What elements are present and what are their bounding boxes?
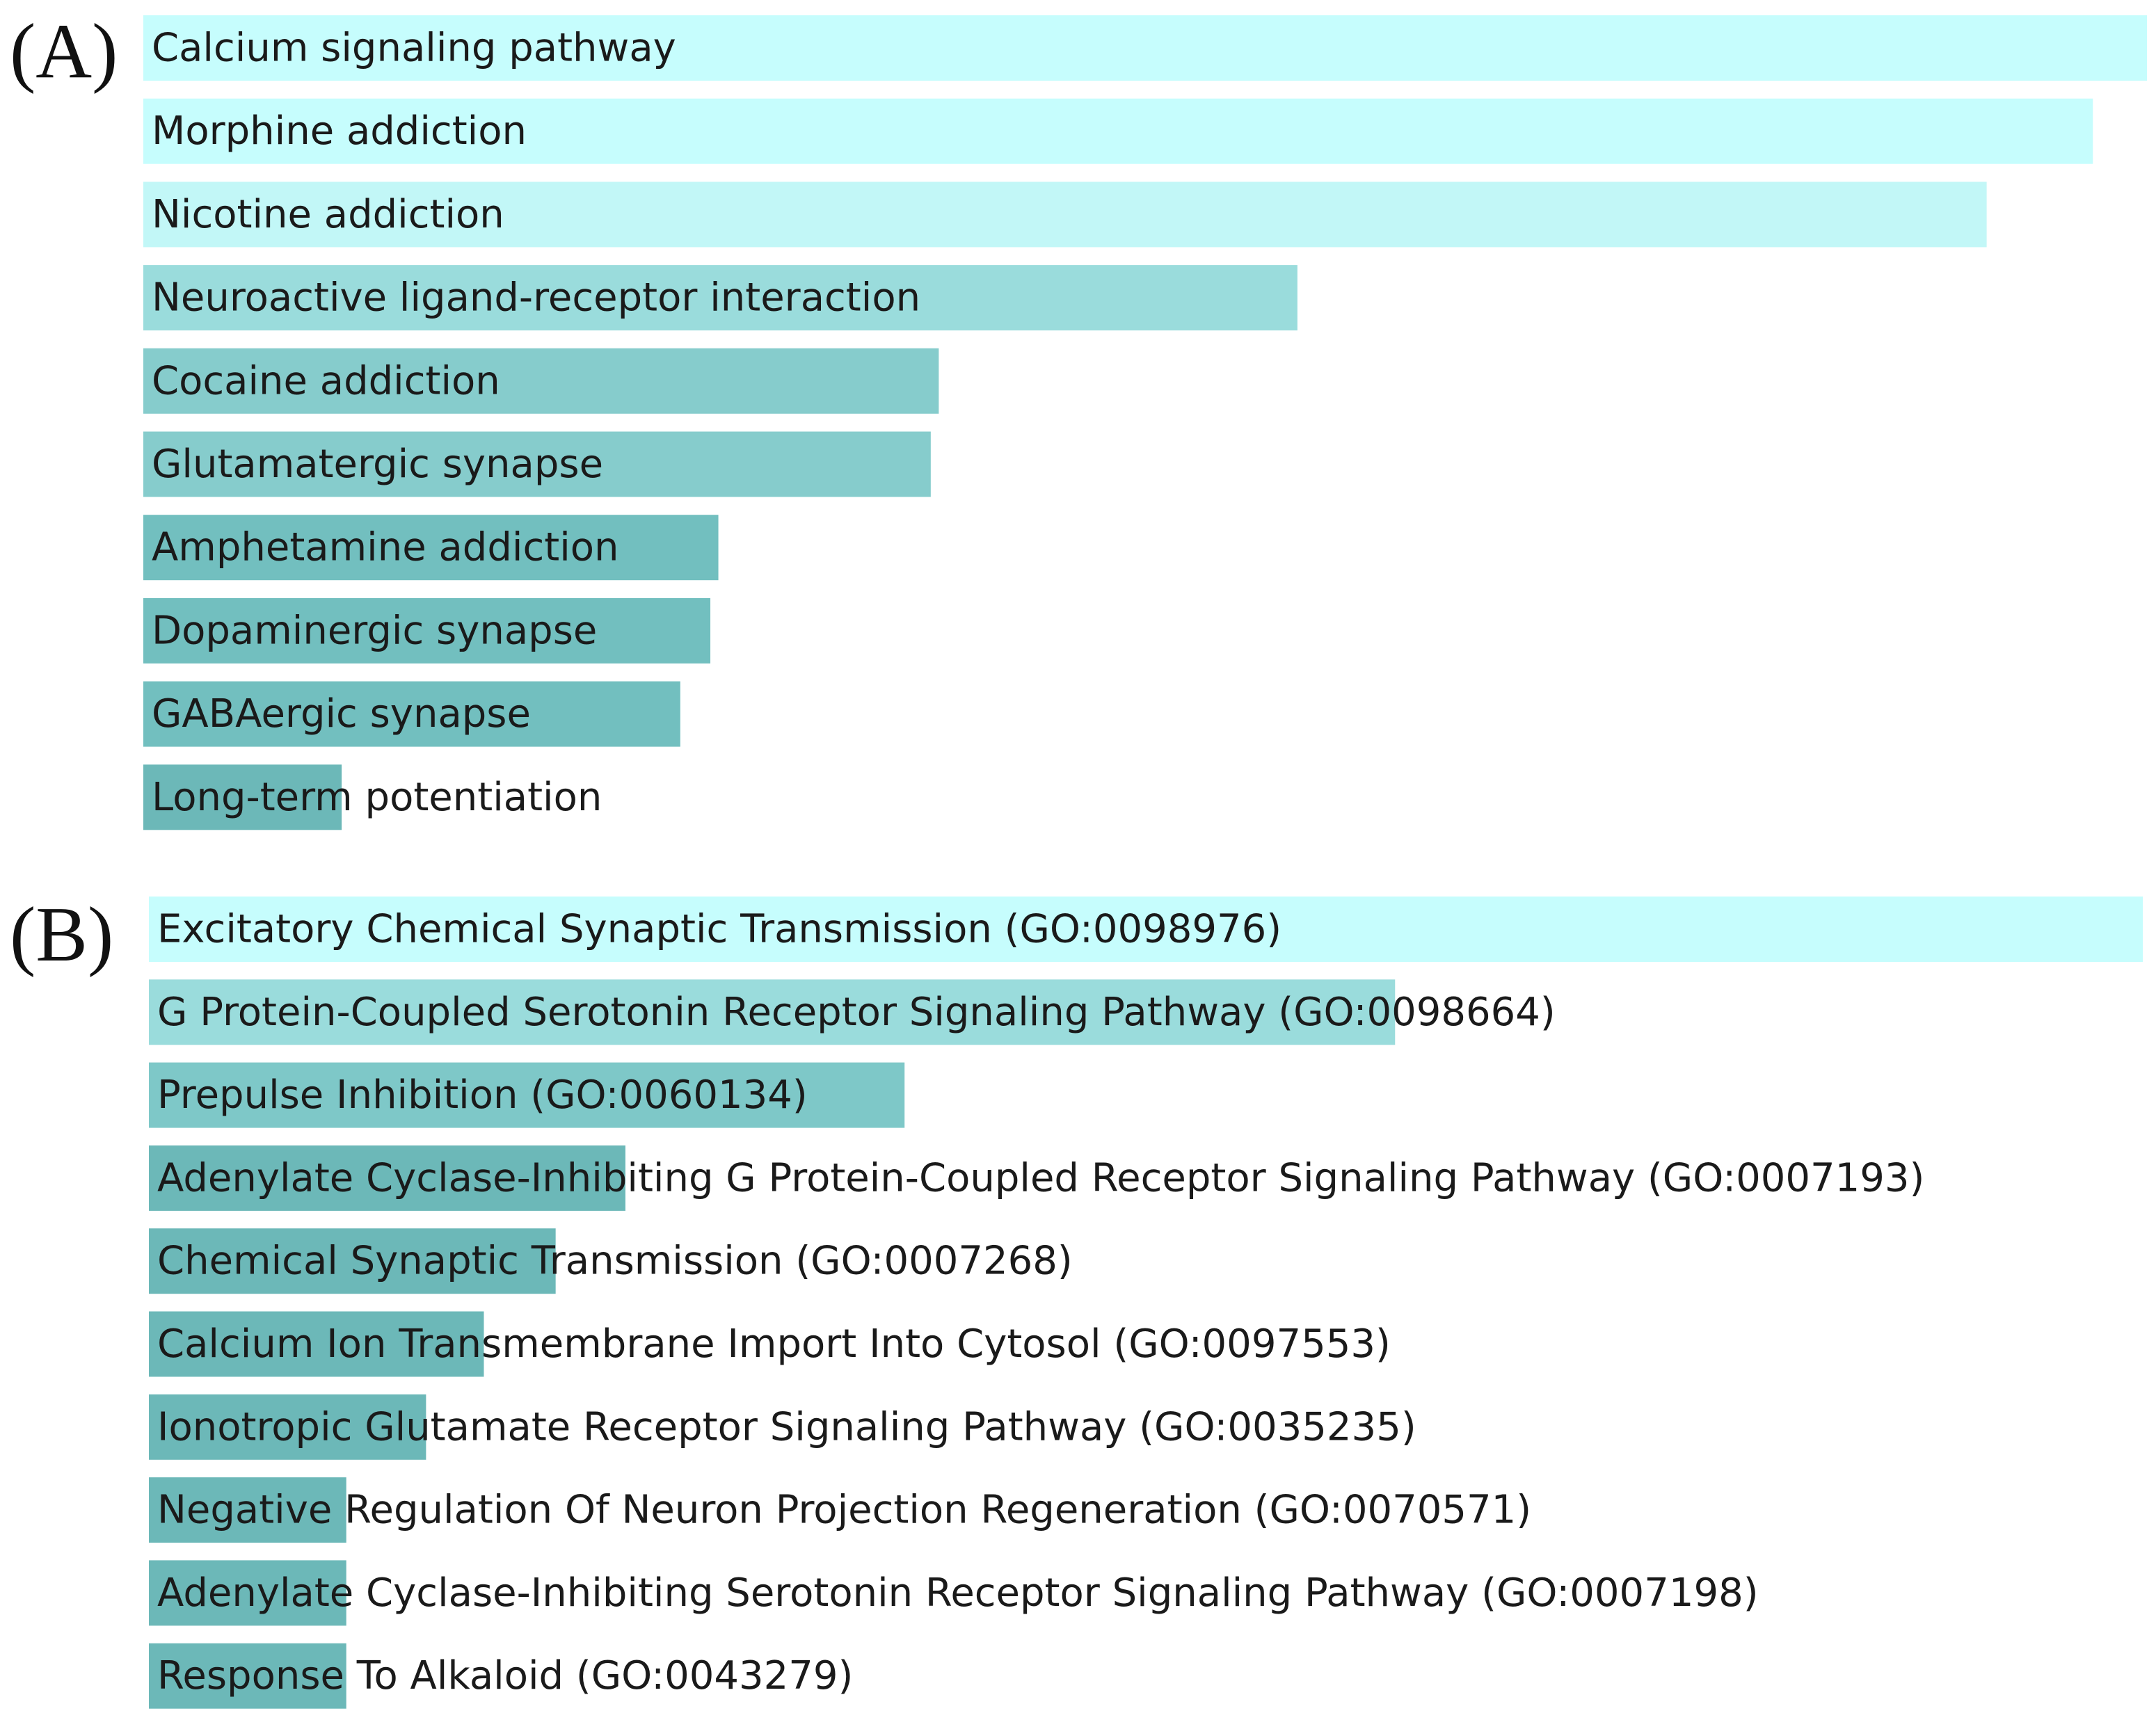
bar-label-a-7: Amphetamine addiction (152, 525, 619, 570)
bar-label-b-5: Chemical Synaptic Transmission (GO:00072… (157, 1239, 1073, 1284)
bar-a-4 (143, 265, 1297, 331)
bar-label-a-1: Calcium signaling pathway (152, 26, 676, 71)
bar-label-b-10: Response To Alkaloid (GO:0043279) (157, 1653, 853, 1698)
bar-label-b-6: Calcium Ion Transmembrane Import Into Cy… (157, 1321, 1391, 1367)
bar-b-8 (149, 1477, 346, 1543)
bar-b-4 (149, 1145, 625, 1211)
bar-b-6 (149, 1311, 484, 1377)
bar-a-5 (143, 348, 939, 414)
bar-label-b-2: G Protein-Coupled Serotonin Receptor Sig… (157, 990, 1556, 1035)
bar-a-9 (143, 681, 680, 747)
bar-label-b-4: Adenylate Cyclase-Inhibiting G Protein-C… (157, 1155, 1924, 1200)
bar-a-10 (143, 764, 342, 830)
bar-a-8 (143, 597, 711, 664)
panel-a-label: (A) (10, 8, 118, 95)
bar-label-a-8: Dopaminergic synapse (152, 608, 597, 653)
bar-label-a-10: Long-term potentiation (152, 775, 602, 820)
bar-label-a-2: Morphine addiction (152, 108, 527, 154)
bar-a-6 (143, 431, 931, 497)
panel-b-chart: Excitatory Chemical Synaptic Transmissio… (149, 897, 2143, 1709)
bar-a-3 (143, 182, 1987, 248)
bar-b-5 (149, 1228, 556, 1294)
bar-b-2 (149, 979, 1396, 1045)
bar-b-10 (149, 1643, 346, 1709)
bar-label-b-1: Excitatory Chemical Synaptic Transmissio… (157, 907, 1281, 952)
bar-label-a-6: Glutamatergic synapse (152, 442, 603, 487)
bar-label-b-8: Negative Regulation Of Neuron Projection… (157, 1488, 1531, 1533)
bar-label-a-4: Neuroactive ligand-receptor interaction (152, 275, 920, 321)
bar-b-7 (149, 1394, 426, 1460)
bar-label-b-9: Adenylate Cyclase-Inhibiting Serotonin R… (157, 1570, 1759, 1616)
bar-a-7 (143, 515, 719, 581)
bar-b-1 (149, 897, 2143, 962)
bar-b-9 (149, 1560, 346, 1626)
bar-label-a-3: Nicotine addiction (152, 192, 504, 237)
bar-label-a-5: Cocaine addiction (152, 358, 500, 403)
bar-a-2 (143, 98, 2093, 164)
bar-label-b-3: Prepulse Inhibition (GO:0060134) (157, 1072, 808, 1118)
bar-a-1 (143, 15, 2147, 81)
panel-b-label: (B) (10, 892, 114, 978)
bar-label-a-9: GABAergic synapse (152, 691, 531, 737)
bar-label-b-7: Ionotropic Glutamate Receptor Signaling … (157, 1404, 1416, 1449)
panel-a-chart: Calcium signaling pathway Morphine addict… (143, 15, 2147, 830)
bar-b-3 (149, 1062, 905, 1128)
